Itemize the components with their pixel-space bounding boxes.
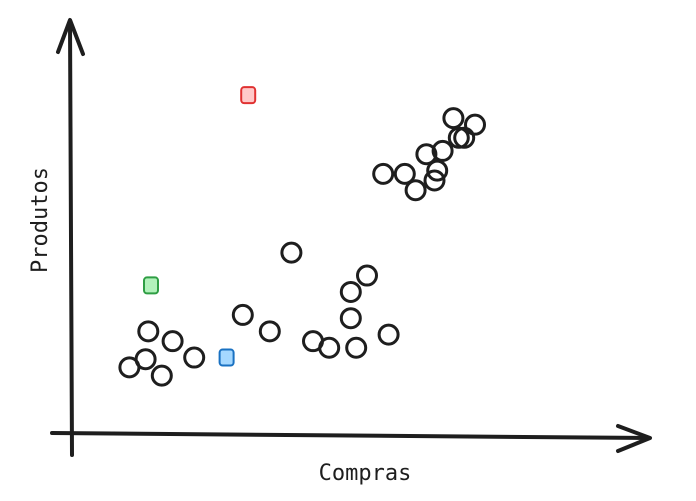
highlight-point xyxy=(143,276,159,295)
scatter-point xyxy=(464,113,486,136)
scatter-point xyxy=(453,126,476,149)
scatter-point xyxy=(404,179,427,202)
highlight-point xyxy=(218,348,235,367)
scatter-point xyxy=(134,348,157,371)
scatter-point xyxy=(393,162,416,185)
scatter-point xyxy=(302,330,324,353)
scatter-point xyxy=(231,303,254,326)
scatter-point xyxy=(345,336,368,359)
scatter-point xyxy=(339,307,362,330)
x-axis-arrow-icon xyxy=(616,424,652,453)
y-axis xyxy=(56,18,85,457)
scatter-point xyxy=(372,162,395,185)
scatter-point xyxy=(280,241,303,264)
scatter-point xyxy=(442,107,465,130)
y-axis-label: Produtos xyxy=(28,167,53,273)
scatter-point xyxy=(161,330,184,353)
scatter-point xyxy=(356,264,378,287)
y-axis-arrow-icon xyxy=(56,18,85,56)
scatter-point xyxy=(423,169,446,192)
scatter-point xyxy=(377,323,400,346)
scatter-point xyxy=(137,320,160,343)
x-axis-label: Compras xyxy=(319,461,412,486)
scatter-point xyxy=(258,320,281,343)
scatter-point xyxy=(339,280,362,303)
scatter-point xyxy=(150,364,173,387)
scatter-point xyxy=(183,346,206,369)
highlight-point xyxy=(240,86,257,105)
data-points xyxy=(118,86,486,387)
x-axis xyxy=(50,424,652,453)
x-axis-line xyxy=(50,431,650,440)
scatter-point xyxy=(426,159,449,182)
scatter-point xyxy=(415,143,438,166)
y-axis-line xyxy=(68,20,74,457)
scatter-point xyxy=(431,139,454,162)
